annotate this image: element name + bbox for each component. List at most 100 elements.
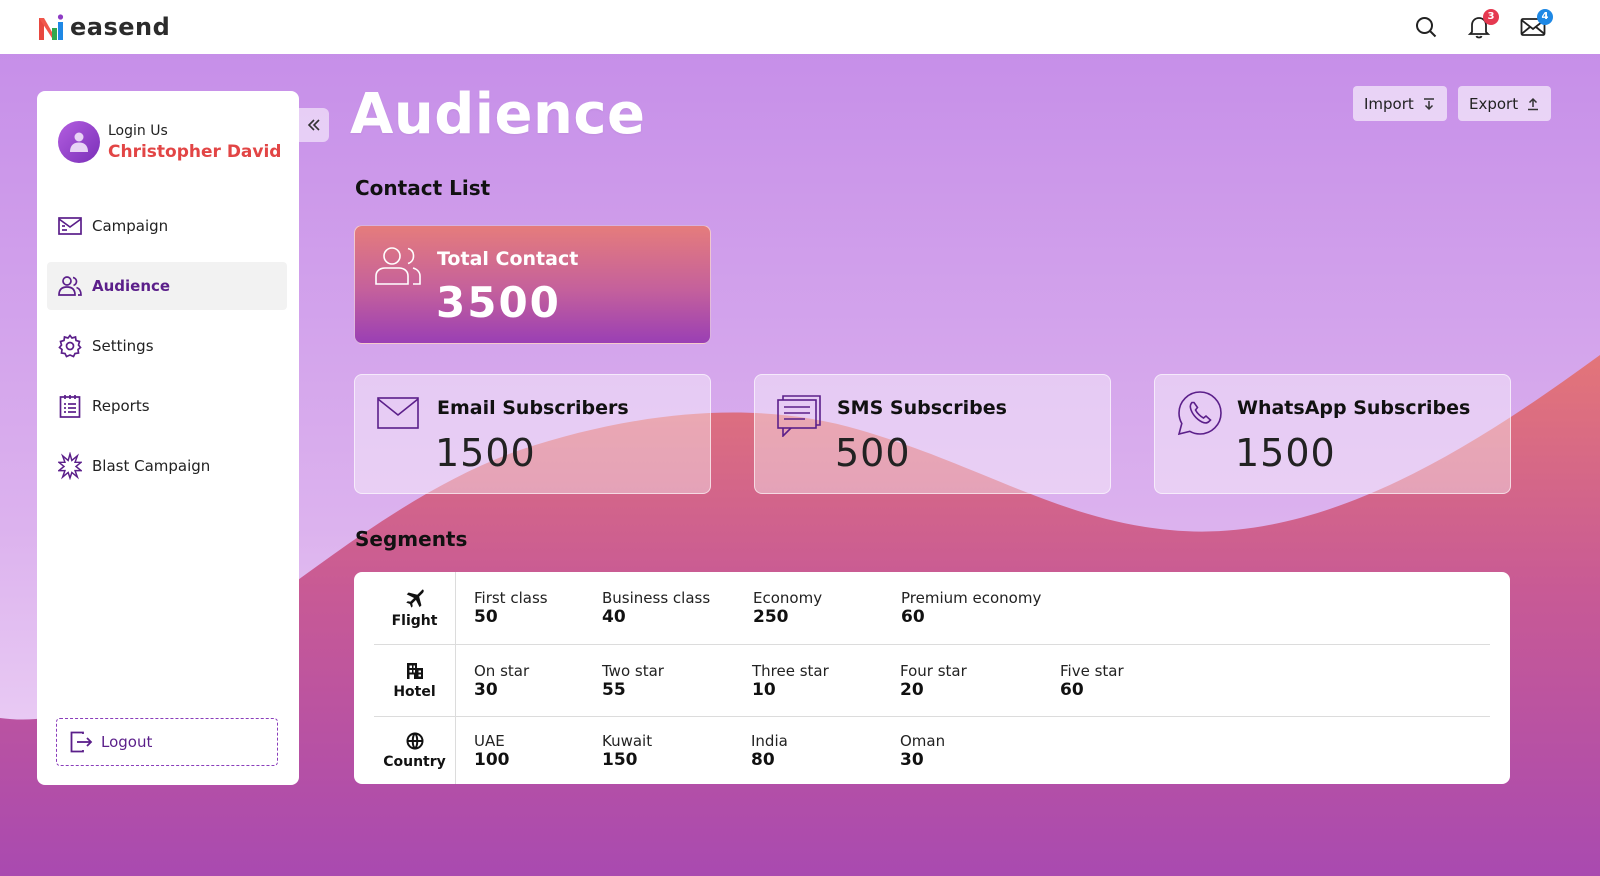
- segment-item-value: 250: [753, 607, 789, 627]
- login-label: Login Us: [108, 123, 168, 139]
- reports-icon: [58, 394, 82, 418]
- segment-item-label: India: [751, 731, 788, 750]
- sms-subscribers-label: SMS Subscribes: [837, 397, 1007, 419]
- sidebar: Login Us Christopher David Campaign: [37, 91, 299, 785]
- segment-item-value: 40: [602, 607, 626, 627]
- import-button[interactable]: Import: [1353, 86, 1447, 121]
- whatsapp-subscribers-value: 1500: [1235, 431, 1336, 475]
- segment-cell: Oman 30: [900, 717, 945, 784]
- user-profile[interactable]: Login Us Christopher David: [58, 121, 281, 163]
- upload-icon: [1528, 97, 1539, 110]
- import-label: Import: [1364, 94, 1414, 113]
- segment-item-value: 10: [752, 679, 776, 700]
- sidebar-item-blast-campaign[interactable]: Blast Campaign: [47, 442, 287, 490]
- segment-item-label: Kuwait: [602, 731, 653, 750]
- messages-button[interactable]: 4: [1518, 9, 1553, 42]
- segment-item-label: Oman: [900, 731, 946, 750]
- sidebar-item-label: Blast Campaign: [92, 457, 211, 475]
- email-subscribers-card: Email Subscribers 1500: [354, 374, 711, 494]
- sms-subscribers-value: 500: [835, 431, 911, 475]
- segment-header-country: Country: [374, 717, 456, 784]
- segment-item-label: On star: [474, 661, 530, 680]
- segment-cell: First class 50: [474, 572, 548, 644]
- segment-name: Flight: [391, 613, 438, 629]
- user-name: Christopher David: [108, 142, 282, 162]
- sidebar-item-audience[interactable]: Audience: [47, 262, 287, 310]
- whatsapp-subscribers-card: WhatsApp Subscribes 1500: [1154, 374, 1511, 494]
- segment-cell: Five star 60: [1060, 645, 1124, 716]
- search-icon: [1416, 17, 1437, 38]
- blast-icon: [58, 452, 82, 480]
- email-icon: [377, 397, 419, 433]
- sidebar-item-campaign[interactable]: Campaign: [47, 202, 287, 250]
- segment-item-value: 80: [751, 749, 775, 770]
- segment-cell: Two star 55: [602, 645, 664, 716]
- segment-cell: On star 30: [474, 645, 529, 716]
- segment-item-value: 50: [474, 607, 498, 627]
- email-subscribers-value: 1500: [435, 431, 536, 475]
- user-icon: [70, 132, 88, 152]
- bell-icon: [1467, 17, 1491, 39]
- segment-header-flight: Flight: [374, 572, 456, 644]
- segment-item-label: UAE: [474, 731, 505, 750]
- sidebar-item-settings[interactable]: Settings: [47, 322, 287, 370]
- download-icon: [1423, 97, 1434, 110]
- top-bar: easend 3 4: [0, 0, 1600, 54]
- sidebar-item-label: Reports: [92, 397, 150, 415]
- email-subscribers-label: Email Subscribers: [437, 397, 629, 419]
- contact-list-title: Contact List: [355, 176, 491, 200]
- segment-item-label: Four star: [900, 661, 967, 680]
- sidebar-item-label: Audience: [92, 277, 171, 295]
- double-chevron-left-icon: [307, 119, 320, 131]
- notifications-button[interactable]: 3: [1464, 9, 1499, 42]
- total-contact-label: Total Contact: [437, 248, 579, 270]
- logout-label: Logout: [101, 733, 153, 751]
- avatar: [58, 121, 100, 163]
- segment-item-label: Business class: [602, 589, 711, 607]
- segment-cell: Economy 250: [753, 572, 822, 644]
- sidebar-item-label: Settings: [92, 337, 154, 355]
- segments-title: Segments: [355, 527, 468, 551]
- export-label: Export: [1469, 94, 1519, 113]
- segment-cell: India 80: [751, 717, 788, 784]
- contacts-users-icon: [375, 246, 421, 290]
- segment-cell: Kuwait 150: [602, 717, 652, 784]
- airplane-icon: [405, 589, 424, 608]
- sms-subscribers-card: SMS Subscribes 500: [754, 374, 1111, 494]
- collapse-sidebar-button[interactable]: [299, 108, 329, 142]
- logout-button[interactable]: Logout: [56, 718, 278, 766]
- whatsapp-subscribers-label: WhatsApp Subscribes: [1237, 397, 1471, 419]
- segment-cell: Three star 10: [752, 645, 829, 716]
- sidebar-nav: Campaign Audience Settings: [47, 202, 287, 502]
- app-logo[interactable]: easend: [39, 12, 170, 42]
- segment-item-value: 150: [602, 749, 638, 770]
- export-button[interactable]: Export: [1458, 86, 1552, 121]
- segment-cell: Premium economy 60: [901, 572, 1041, 644]
- total-contact-value: 3500: [436, 278, 561, 327]
- search-button[interactable]: [1411, 12, 1441, 42]
- segments-table: Flight First class 50 Business class 40 Ec…: [354, 572, 1510, 784]
- notifications-badge: 3: [1483, 9, 1499, 25]
- sidebar-item-label: Campaign: [92, 217, 169, 235]
- whatsapp-icon: [1177, 390, 1223, 440]
- logout-icon: [70, 731, 93, 753]
- segment-item-value: 30: [900, 749, 924, 770]
- segment-cell: UAE 100: [474, 717, 510, 784]
- sidebar-item-reports[interactable]: Reports: [47, 382, 287, 430]
- segment-item-label: Three star: [752, 661, 829, 680]
- globe-icon: [406, 731, 423, 750]
- segment-header-hotel: Hotel: [374, 645, 456, 716]
- messages-badge: 4: [1537, 9, 1553, 25]
- segment-item-value: 55: [602, 679, 626, 700]
- logo-text: easend: [70, 13, 171, 41]
- sms-chat-icon: [777, 395, 821, 441]
- segment-row-flight: Flight First class 50 Business class 40 Ec…: [374, 572, 1490, 644]
- segment-item-label: First class: [474, 589, 548, 607]
- building-icon: [406, 662, 423, 679]
- segment-item-label: Five star: [1060, 661, 1124, 680]
- audience-users-icon: [58, 274, 82, 298]
- segment-item-label: Two star: [602, 661, 664, 680]
- segment-row-hotel: Hotel On star 30 Two star 55 Three star 10 …: [374, 644, 1490, 716]
- segment-item-value: 100: [474, 749, 510, 770]
- segment-item-label: Premium economy: [901, 589, 1042, 607]
